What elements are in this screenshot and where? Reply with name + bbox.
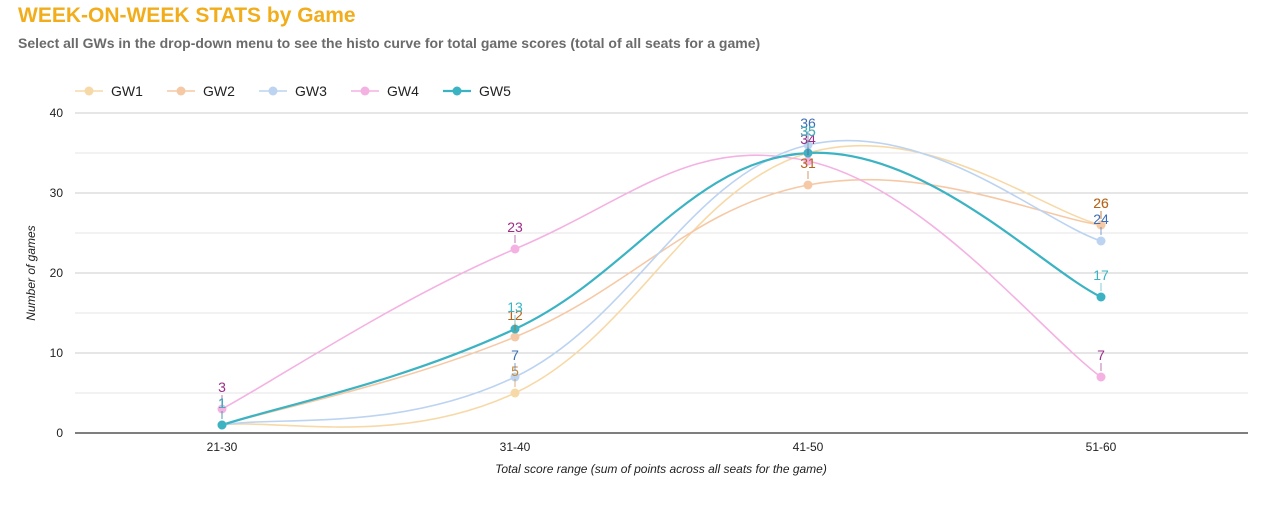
y-tick-label: 10	[50, 346, 64, 360]
data-point-gw1	[510, 388, 520, 398]
data-point-gw4	[1096, 372, 1106, 382]
legend-label-gw3: GW3	[295, 83, 327, 99]
series-lines	[220, 139, 1103, 428]
data-label-gw5: 13	[507, 299, 523, 315]
y-tick-label: 0	[56, 426, 63, 440]
data-label-gw5: 17	[1093, 267, 1109, 283]
x-axis-label: Total score range (sum of points across …	[495, 462, 827, 476]
legend-marker-gw2	[176, 86, 186, 96]
data-label-gw2: 26	[1093, 195, 1109, 211]
x-tick-label: 41-50	[793, 440, 824, 454]
x-tick-label: 21-30	[207, 440, 238, 454]
legend-label-gw2: GW2	[203, 83, 235, 99]
legend-marker-gw1	[84, 86, 94, 96]
data-point-gw2	[803, 180, 813, 190]
data-point-gw4	[217, 404, 227, 414]
series-points	[217, 140, 1106, 430]
legend-label-gw5: GW5	[479, 83, 511, 99]
data-point-gw4	[510, 244, 520, 254]
data-label-gw4: 23	[507, 219, 523, 235]
grid-lines	[75, 112, 1248, 434]
data-label-gw3: 36	[800, 115, 816, 131]
legend-label-gw1: GW1	[111, 83, 143, 99]
series-line-gw2	[221, 178, 1102, 426]
series-line-gw3	[221, 139, 1102, 426]
legend-marker-gw3	[268, 86, 278, 96]
legend-marker-gw5	[452, 86, 462, 96]
data-label-gw1: 26	[1093, 195, 1109, 211]
y-axis-ticks: 0 10 20 30 40	[50, 106, 64, 440]
y-tick-label: 30	[50, 186, 64, 200]
y-tick-label: 20	[50, 266, 64, 280]
data-label-gw3: 7	[511, 347, 519, 363]
data-label-gw3: 24	[1093, 211, 1109, 227]
x-tick-label: 31-40	[500, 440, 531, 454]
legend: GW1 GW2 GW3 GW4 GW5	[75, 83, 511, 99]
data-point-gw3	[510, 372, 520, 382]
data-point-gw5	[217, 420, 227, 430]
series-line-gw1	[221, 144, 1102, 428]
y-tick-label: 40	[50, 106, 64, 120]
data-label-gw4: 7	[1097, 347, 1105, 363]
data-point-gw5	[1096, 292, 1106, 302]
data-label-gw5: 35	[800, 123, 816, 139]
legend-label-gw4: GW4	[387, 83, 419, 99]
data-label-gw5: 1	[218, 395, 226, 411]
data-label-gw4: 3	[218, 379, 226, 395]
x-axis-ticks: 21-30 31-40 41-50 51-60	[207, 440, 1117, 454]
series-line-gw4	[221, 154, 1102, 410]
chart-title: WEEK-ON-WEEK STATS by Game	[18, 4, 356, 27]
chart-subtitle: Select all GWs in the drop-down menu to …	[18, 35, 761, 51]
legend-marker-gw4	[360, 86, 370, 96]
data-label-gw2: 31	[800, 155, 816, 171]
x-tick-label: 51-60	[1086, 440, 1117, 454]
y-axis-label: Number of games	[24, 225, 38, 320]
data-point-gw2	[510, 332, 520, 342]
data-point-gw4	[803, 156, 813, 166]
data-point-gw2	[1096, 220, 1106, 230]
data-point-gw3	[1096, 236, 1106, 246]
series-line-gw5	[220, 151, 1103, 427]
